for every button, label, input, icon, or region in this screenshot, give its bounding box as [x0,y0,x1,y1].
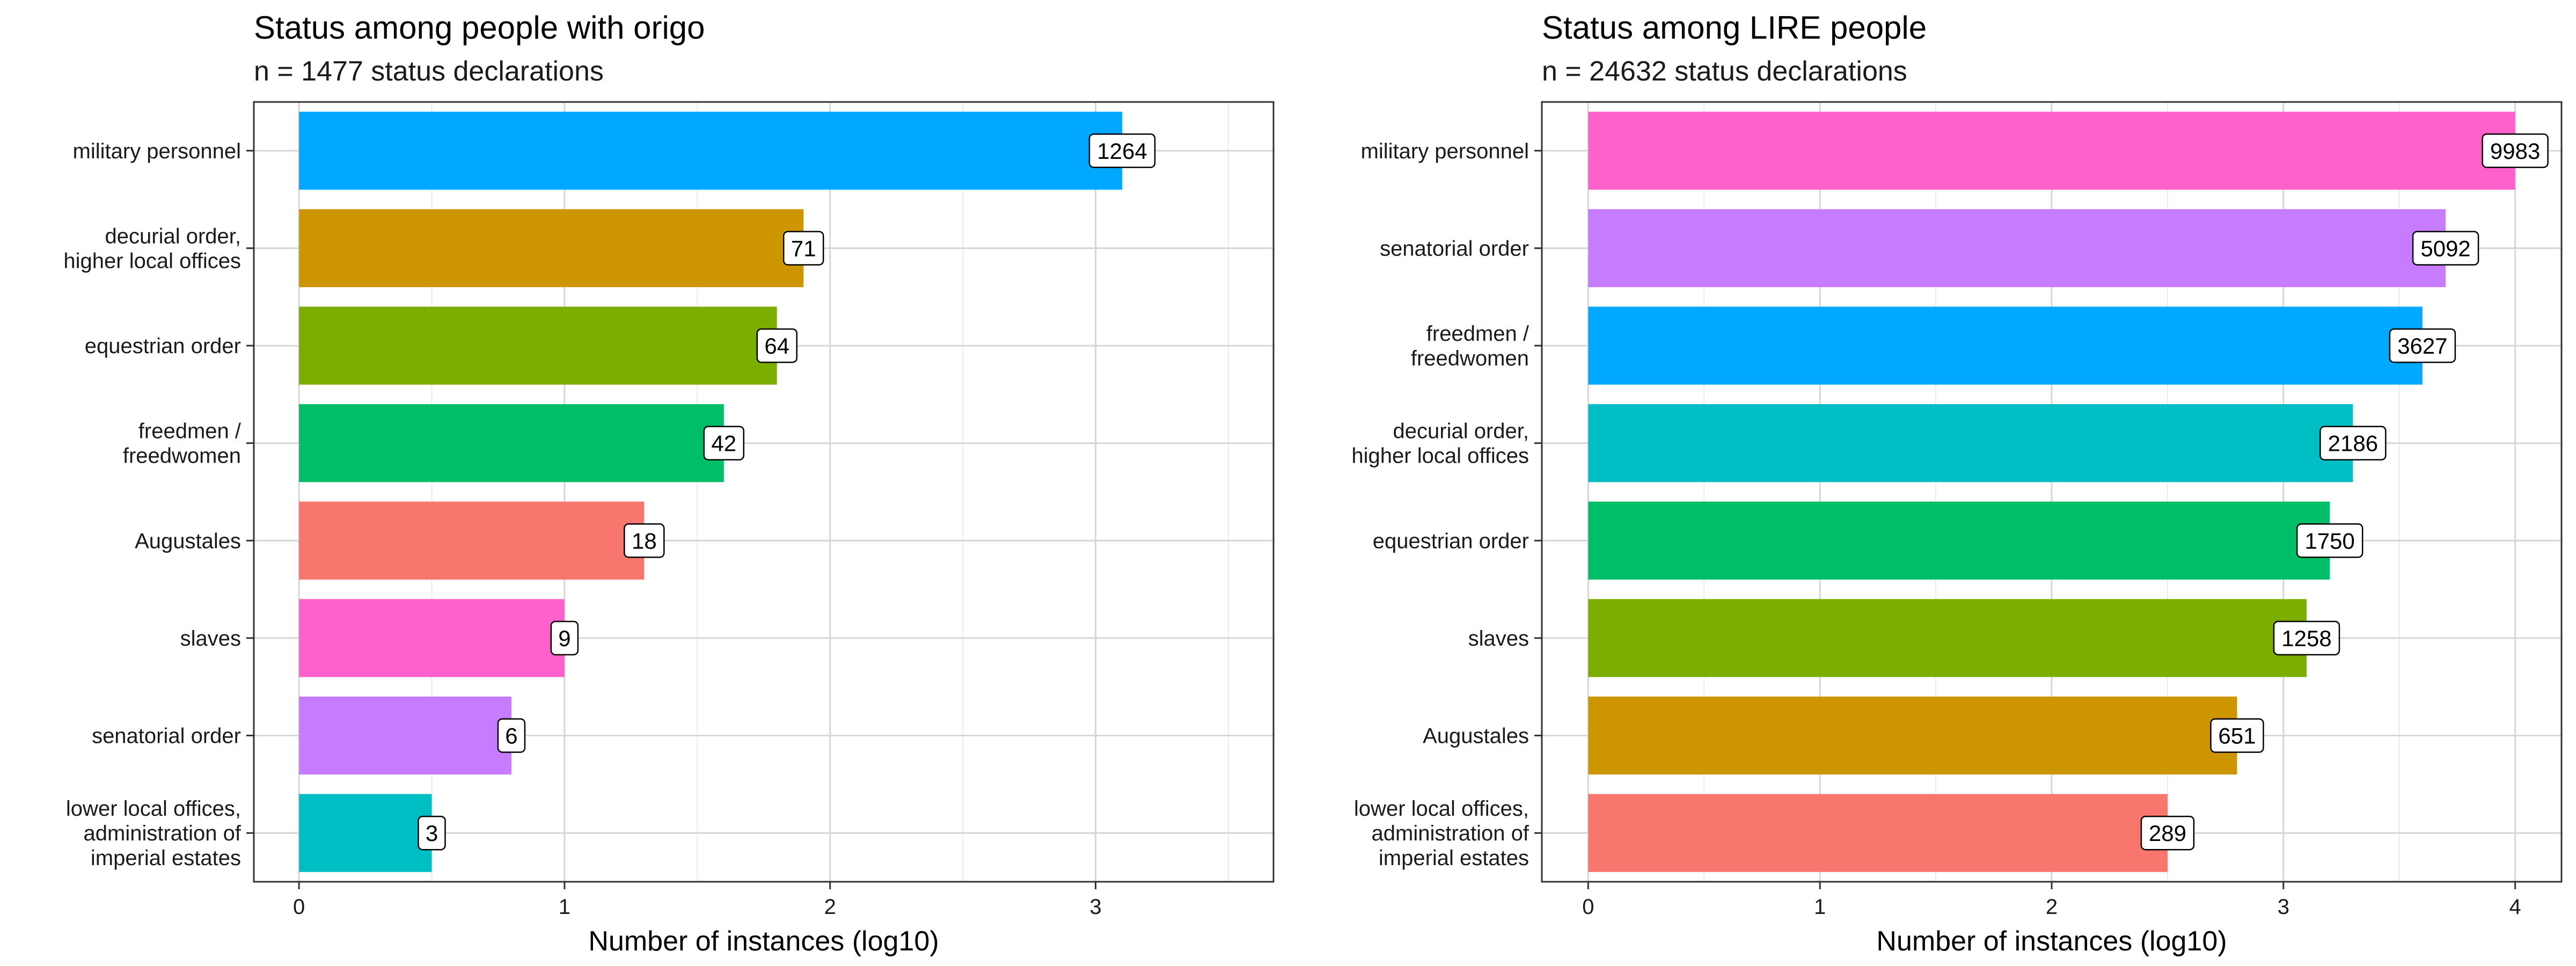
y-tick-label: Augustales [135,529,241,553]
data-label: 64 [764,333,789,358]
y-tick-label: lower local offices, administration of imp… [66,797,241,870]
bar [299,501,645,580]
bar [1588,794,2168,872]
bar [299,794,432,872]
data-label: 42 [711,431,736,456]
data-label-box [2140,815,2195,851]
bar [299,599,565,677]
data-label: 2186 [2328,431,2378,456]
data-label-box [782,231,824,266]
data-label: 9 [558,626,570,651]
data-label-box [2273,620,2340,656]
data-label-box [2319,426,2387,460]
x-tick-label: 0 [293,895,305,919]
bar [299,209,804,288]
x-tick-label: 3 [2278,895,2289,919]
x-axis-title: Number of instances (log10) [1876,926,2227,957]
data-label: 1264 [1097,138,1147,164]
y-tick-label: decurial order, higher local offices [1351,420,1529,468]
x-tick-label: 4 [2509,895,2521,919]
data-label-box [756,328,797,363]
chart-panel-1: 1264 71 64 42 18 9 6 3 military personnel decuria… [63,10,1275,957]
x-tick-label: 2 [824,895,836,919]
data-label: 9983 [2490,138,2540,164]
data-label: 5092 [2420,236,2470,261]
data-label-box [1088,133,1156,169]
chart-subtitle: n = 24632 status declarations [1542,56,1907,87]
bar [1588,209,2446,288]
data-label-box [550,620,579,656]
x-axis-title: Number of instances (log10) [588,926,939,957]
data-label: 6 [505,723,517,749]
bar [1588,599,2307,677]
bar [299,112,1122,190]
x-tick-label: 0 [1582,895,1594,919]
x-tick-label: 3 [1089,895,1101,919]
y-tick-label: equestrian order [85,334,241,358]
panel-border [253,101,1275,883]
data-label: 1750 [2304,528,2354,553]
data-label-box [2296,523,2363,558]
data-label-box [2210,718,2264,753]
y-tick-label: decurial order, higher local offices [63,224,241,273]
data-label: 18 [632,528,657,553]
bar [1588,404,2353,482]
bar [1588,696,2237,775]
chart-subtitle: n = 1477 status declarations [254,56,604,87]
data-label: 3627 [2397,333,2447,358]
bar [299,306,777,385]
y-tick-label: equestrian order [1373,529,1529,553]
chart-panel-2: 9983 5092 3627 2186 1750 1258 651 289 military p… [1351,10,2563,957]
y-tick-label: military personnel [1361,140,1529,163]
data-label: 289 [2149,821,2186,846]
data-label: 1258 [2281,626,2331,651]
x-tick-label: 1 [1814,895,1826,919]
y-tick-label: slaves [1468,627,1529,650]
y-tick-label: freedmen / freedwomen [1411,322,1529,370]
y-tick-label: slaves [180,627,241,650]
data-label: 651 [2218,723,2256,749]
y-tick-label: senatorial order [92,724,241,748]
y-tick-label: senatorial order [1380,237,1529,260]
bar [299,696,511,775]
y-tick-label: Augustales [1423,724,1529,748]
data-label: 71 [791,236,816,261]
y-tick-label: freedmen / freedwomen [123,420,241,468]
y-tick-label: lower local offices, administration of imp… [1354,797,1529,870]
bar [1588,306,2423,385]
x-tick-label: 1 [559,895,570,919]
data-label-box [2482,133,2549,169]
data-label-box [2389,328,2456,363]
data-label-box [2412,231,2479,266]
data-label-box [497,718,526,753]
chart-title: Status among people with origo [254,10,705,46]
bar [1588,112,2515,190]
bar [1588,501,2330,580]
x-tick-label: 2 [2046,895,2058,919]
data-label-box [624,523,665,558]
data-label-box [418,815,446,851]
data-label: 3 [426,821,438,846]
bar [299,404,724,482]
y-tick-label: military personnel [73,140,241,163]
data-label-box [703,426,745,460]
chart-title: Status among LIRE people [1542,10,1927,46]
